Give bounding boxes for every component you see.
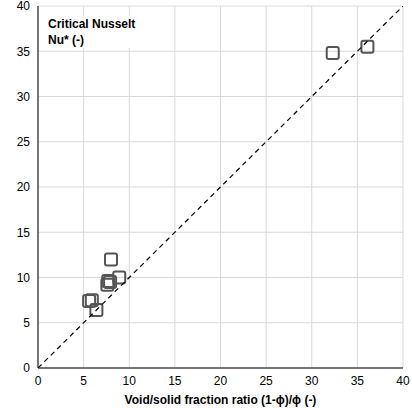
svg-text:5: 5 [23, 316, 30, 330]
svg-text:0: 0 [23, 361, 30, 375]
html-text:Critical Nusselt: Critical Nusselt [48, 17, 136, 31]
svg-text:15: 15 [17, 226, 31, 240]
svg-text:0: 0 [35, 374, 42, 388]
svg-text:5: 5 [80, 374, 87, 388]
svg-text:20: 20 [17, 180, 31, 194]
svg-text:30: 30 [17, 90, 31, 104]
svg-text:10: 10 [17, 271, 31, 285]
svg-text:15: 15 [168, 374, 182, 388]
svg-text:40: 40 [396, 374, 404, 388]
svg-text:25: 25 [17, 135, 31, 149]
svg-text:Void/solid fraction ratio (1-ϕ: Void/solid fraction ratio (1-ϕ)/ϕ (-) [125, 393, 317, 407]
svg-text:40: 40 [17, 0, 31, 13]
svg-text:35: 35 [17, 45, 31, 59]
svg-text:35: 35 [351, 374, 365, 388]
svg-text:10: 10 [123, 374, 137, 388]
svg-text:30: 30 [305, 374, 319, 388]
svg-text:25: 25 [259, 374, 273, 388]
svg-text:20: 20 [214, 374, 228, 388]
html-text:Nu* (-): Nu* (-) [48, 33, 84, 47]
